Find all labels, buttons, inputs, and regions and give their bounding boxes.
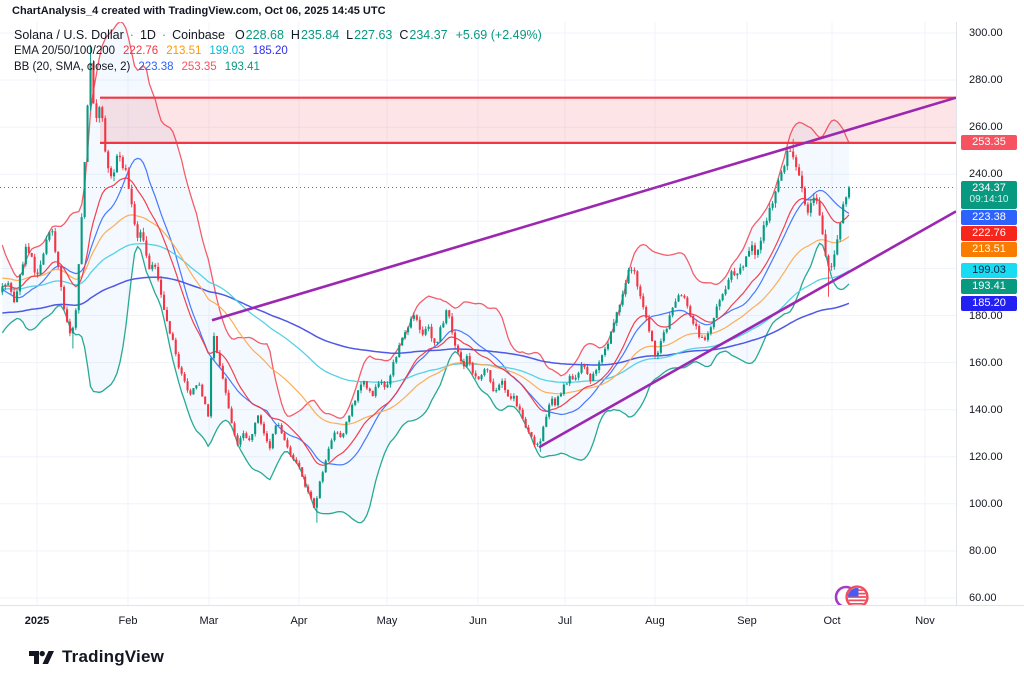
time-axis-label-May: May — [376, 615, 398, 627]
separator-dot: · — [129, 27, 134, 42]
brand-name: TradingView — [62, 647, 165, 666]
bb-fill — [2, 22, 849, 523]
ohlc-value: 228.68 — [245, 27, 284, 42]
time-axis-label-Jun: Jun — [469, 615, 487, 627]
time-axis-label-Nov: Nov — [915, 615, 935, 627]
price-axis-label: 120.00 — [969, 450, 1003, 463]
price-badge-199.03: 199.03 — [961, 263, 1017, 279]
price-badge-223.38: 223.38 — [961, 209, 1017, 225]
price-axis-label: 60.00 — [969, 592, 997, 604]
time-axis-label-Aug: Aug — [645, 615, 665, 627]
separator-dot: · — [161, 27, 167, 42]
chart-canvas[interactable] — [0, 22, 956, 605]
price-axis-label: 300.00 — [969, 27, 1003, 39]
ema20-line — [2, 177, 850, 466]
ema-value: 199.03 — [209, 44, 245, 57]
price-badge-185.20: 185.20 — [961, 295, 1017, 311]
price-axis-label: 100.00 — [969, 497, 1003, 510]
time-axis-label-Mar: Mar — [199, 615, 219, 627]
time-axis-label-2025: 2025 — [24, 615, 50, 627]
symbol-title[interactable]: Solana / U.S. Dollar — [14, 27, 124, 42]
change-value: +5.69 (+2.49%) — [455, 27, 542, 42]
bb-values: 223.38 253.35 193.41 — [138, 61, 260, 73]
time-axis-label-Apr: Apr — [290, 615, 308, 627]
price-badge-222.76: 222.76 — [961, 225, 1017, 241]
trendline-lower[interactable] — [538, 210, 956, 449]
ohlc-values: O 228.68 H 235.84 L 227.63 C 234.37 — [235, 28, 448, 42]
legend-symbol-row: Solana / U.S. Dollar · 1D · Coinbase O 22… — [14, 27, 542, 42]
header-title: ChartAnalysis_4 created with TradingView… — [12, 5, 386, 17]
price-axis-label: 280.00 — [969, 74, 1003, 87]
time-axis-label-Feb: Feb — [118, 615, 138, 627]
tradingview-logo-icon — [29, 650, 54, 664]
chart-plot-area[interactable] — [0, 22, 956, 605]
grid-lines — [0, 22, 956, 605]
ohlc-value: 227.63 — [354, 27, 393, 42]
footer: TradingView — [28, 646, 164, 668]
bb-value: 223.38 — [138, 60, 174, 73]
price-axis-label: 80.00 — [969, 544, 997, 557]
ohlc-pair: L 227.63 — [346, 28, 392, 42]
bb-lower-line — [1, 242, 850, 524]
ema-value: 185.20 — [252, 44, 288, 57]
ohlc-pair: O 228.68 — [235, 28, 284, 42]
bb-value: 253.35 — [181, 60, 217, 73]
price-axis[interactable]: 253.35 234.37 09:14:10 223.38 222.76 213.51 19… — [956, 22, 1024, 605]
flag-globe-icon[interactable] — [833, 583, 871, 616]
chart-legend: Solana / U.S. Dollar · 1D · Coinbase O 22… — [14, 27, 542, 75]
price-badge-193.41: 193.41 — [961, 279, 1017, 295]
ohlc-key: C — [399, 27, 409, 42]
trendline-upper[interactable] — [211, 96, 956, 322]
ema100-line — [2, 242, 850, 384]
resistance-zone[interactable] — [100, 97, 956, 143]
legend-ema-row: EMA 20/50/100/200 222.76 213.51 199.03 185.… — [14, 43, 542, 58]
ohlc-value: 235.84 — [300, 27, 340, 42]
price-badge-234.37: 234.37 09:14:10 — [961, 180, 1017, 209]
price-badge-213.51: 213.51 — [961, 241, 1017, 257]
bb-basis-line — [1, 157, 850, 466]
bar-countdown: 09:14:10 — [969, 193, 1009, 205]
legend-bb-row: BB (20, SMA, close, 2) 223.38 253.35 193.4… — [14, 59, 542, 74]
bb-upper-line — [1, 22, 850, 419]
ohlc-key: O — [234, 27, 245, 42]
time-axis[interactable]: 2025 Feb Mar Apr May Jun Jul Aug Sep Oct Nov — [0, 605, 1024, 638]
interval-label[interactable]: 1D — [139, 27, 156, 42]
time-axis-label-Jul: Jul — [557, 615, 573, 627]
ema-values: 222.76 213.51 199.03 185.20 — [123, 45, 288, 57]
ohlc-pair: C 234.37 — [399, 28, 447, 42]
price-axis-label: 180.00 — [969, 309, 1003, 322]
bb-indicator-label[interactable]: BB (20, SMA, close, 2) — [14, 60, 131, 73]
ohlc-key: H — [290, 27, 300, 42]
price-axis-label: 140.00 — [969, 403, 1003, 416]
price-axis-label: 240.00 — [969, 168, 1003, 181]
price-axis-label: 260.00 — [969, 121, 1003, 134]
price-axis-label: 160.00 — [969, 356, 1003, 369]
exchange-label: Coinbase — [172, 27, 225, 42]
ohlc-value: 234.37 — [409, 27, 448, 42]
bb-value: 193.41 — [224, 60, 260, 73]
header-bar: ChartAnalysis_4 created with TradingView… — [0, 0, 1024, 22]
ema-value: 213.51 — [166, 44, 202, 57]
time-axis-label-Oct: Oct — [823, 615, 841, 627]
ema-indicator-label[interactable]: EMA 20/50/100/200 — [14, 44, 116, 57]
price-badge-253.35: 253.35 — [961, 135, 1017, 151]
ema200-line — [2, 276, 850, 366]
resistance-zone-borders — [100, 96, 956, 144]
ohlc-pair: H 235.84 — [291, 28, 339, 42]
ohlc-key: L — [346, 27, 354, 42]
time-axis-label-Sep: Sep — [737, 615, 757, 627]
ema-value: 222.76 — [123, 44, 159, 57]
